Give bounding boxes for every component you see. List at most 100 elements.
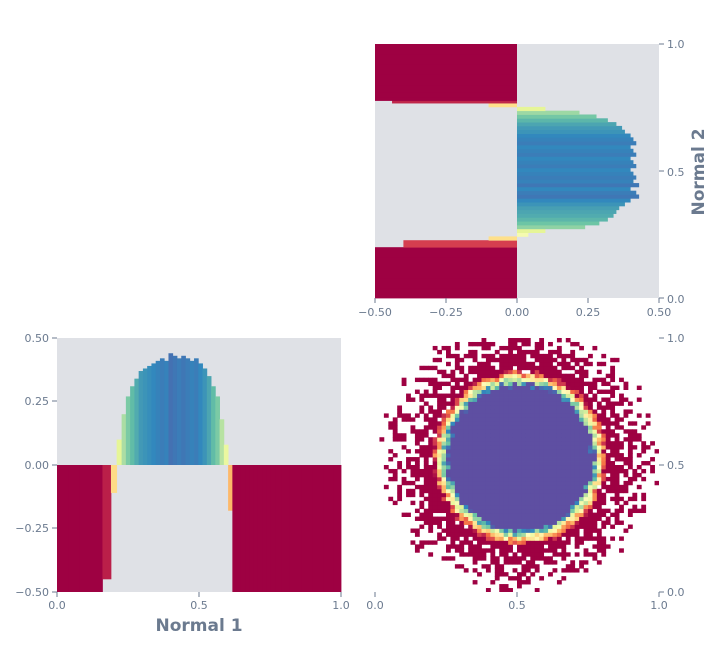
heatmap-cell bbox=[579, 373, 584, 379]
heatmap-cell bbox=[428, 520, 434, 525]
heatmap-cell bbox=[579, 465, 584, 470]
heatmap-cell bbox=[485, 389, 491, 394]
heatmap-cell bbox=[583, 369, 589, 375]
heatmap-cell bbox=[583, 441, 589, 446]
heatmap-cell bbox=[565, 421, 571, 426]
heatmap-cell bbox=[450, 504, 456, 510]
top-right-bars bbox=[375, 44, 640, 299]
heatmap-cell bbox=[517, 345, 522, 351]
heatmap-cell bbox=[552, 453, 558, 458]
heatmap-cell bbox=[539, 365, 545, 371]
heatmap-cell bbox=[397, 409, 403, 414]
heatmap-cell bbox=[530, 504, 536, 510]
heatmap-cell bbox=[446, 520, 451, 525]
heatmap-cell bbox=[579, 357, 584, 363]
heatmap-cell bbox=[565, 397, 571, 402]
heatmap-cell bbox=[481, 488, 487, 494]
heatmap-cell bbox=[530, 425, 536, 430]
heatmap-cell bbox=[459, 500, 465, 506]
heatmap-cell bbox=[388, 449, 394, 454]
heatmap-cell bbox=[459, 548, 465, 553]
heatmap-cell bbox=[548, 365, 553, 371]
heatmap-cell bbox=[428, 417, 434, 422]
tr-xtick-1: −0.50 bbox=[358, 306, 392, 319]
bl-bar bbox=[253, 465, 259, 592]
heatmap-cell bbox=[543, 365, 549, 371]
heatmap-cell bbox=[548, 389, 553, 394]
heatmap-cell bbox=[552, 484, 558, 490]
heatmap-cell bbox=[543, 560, 549, 565]
heatmap-cell bbox=[499, 429, 505, 434]
heatmap-cell bbox=[552, 461, 558, 466]
heatmap-cell bbox=[556, 461, 562, 466]
heatmap-cell bbox=[463, 461, 469, 466]
heatmap-cell bbox=[548, 500, 553, 506]
heatmap-cell bbox=[508, 465, 513, 470]
heatmap-cell bbox=[494, 457, 500, 462]
heatmap-cell bbox=[459, 449, 465, 454]
heatmap-cell bbox=[517, 524, 522, 529]
heatmap-cell bbox=[446, 480, 451, 486]
heatmap-cell bbox=[481, 433, 487, 438]
heatmap-cell bbox=[450, 373, 456, 379]
heatmap-cell bbox=[610, 512, 616, 517]
heatmap-cell bbox=[605, 437, 611, 442]
heatmap-cell bbox=[561, 365, 567, 371]
heatmap-cell bbox=[437, 405, 442, 410]
heatmap-cell bbox=[512, 492, 518, 498]
heatmap-cell bbox=[437, 409, 442, 414]
heatmap-cell bbox=[477, 552, 482, 557]
heatmap-cell bbox=[503, 480, 509, 486]
heatmap-cell bbox=[565, 417, 571, 422]
heatmap-cell bbox=[561, 389, 567, 394]
heatmap-cell bbox=[472, 461, 478, 466]
heatmap-cell bbox=[539, 429, 545, 434]
heatmap-cell bbox=[583, 488, 589, 494]
heatmap-cell bbox=[561, 405, 567, 410]
heatmap-cell bbox=[588, 457, 593, 462]
br-ytick-1: 1.0 bbox=[667, 332, 685, 345]
heatmap-cell bbox=[632, 508, 638, 514]
heatmap-cell bbox=[472, 381, 478, 387]
heatmap-cell bbox=[485, 397, 491, 402]
heatmap-cell bbox=[574, 568, 580, 573]
heatmap-cell bbox=[530, 401, 536, 406]
heatmap-cell bbox=[525, 377, 531, 383]
heatmap-cell bbox=[583, 429, 589, 434]
heatmap-cell bbox=[605, 373, 611, 379]
heatmap-cell bbox=[543, 465, 549, 470]
heatmap-cell bbox=[543, 361, 549, 367]
heatmap-cell bbox=[596, 417, 602, 422]
heatmap-cell bbox=[539, 465, 545, 470]
heatmap-cell bbox=[579, 504, 584, 510]
heatmap-cell bbox=[437, 536, 442, 541]
heatmap-cell bbox=[468, 508, 474, 514]
heatmap-cell bbox=[472, 401, 478, 406]
heatmap-cell bbox=[565, 393, 571, 398]
heatmap-cell bbox=[410, 472, 416, 478]
heatmap-cell bbox=[481, 373, 487, 379]
heatmap-cell bbox=[441, 437, 447, 442]
heatmap-cell bbox=[477, 532, 482, 537]
heatmap-cell bbox=[472, 472, 478, 478]
heatmap-cell bbox=[548, 357, 553, 363]
heatmap-cell bbox=[521, 504, 527, 510]
heatmap-cell bbox=[574, 449, 580, 454]
bl-bar bbox=[275, 465, 282, 592]
heatmap-cell bbox=[548, 433, 553, 438]
heatmap-cell bbox=[499, 516, 505, 521]
heatmap-cell bbox=[556, 508, 562, 514]
heatmap-cell bbox=[574, 488, 580, 494]
heatmap-cell bbox=[574, 429, 580, 434]
heatmap-cell bbox=[636, 413, 642, 418]
heatmap-cell bbox=[423, 512, 429, 517]
heatmap-cell bbox=[534, 397, 540, 402]
heatmap-cell bbox=[397, 405, 403, 410]
heatmap-cell bbox=[539, 338, 545, 343]
heatmap-cell bbox=[503, 552, 509, 557]
heatmap-cell bbox=[574, 461, 580, 466]
heatmap-cell bbox=[548, 572, 553, 577]
heatmap-cell bbox=[437, 397, 442, 402]
heatmap-cell bbox=[530, 393, 536, 398]
